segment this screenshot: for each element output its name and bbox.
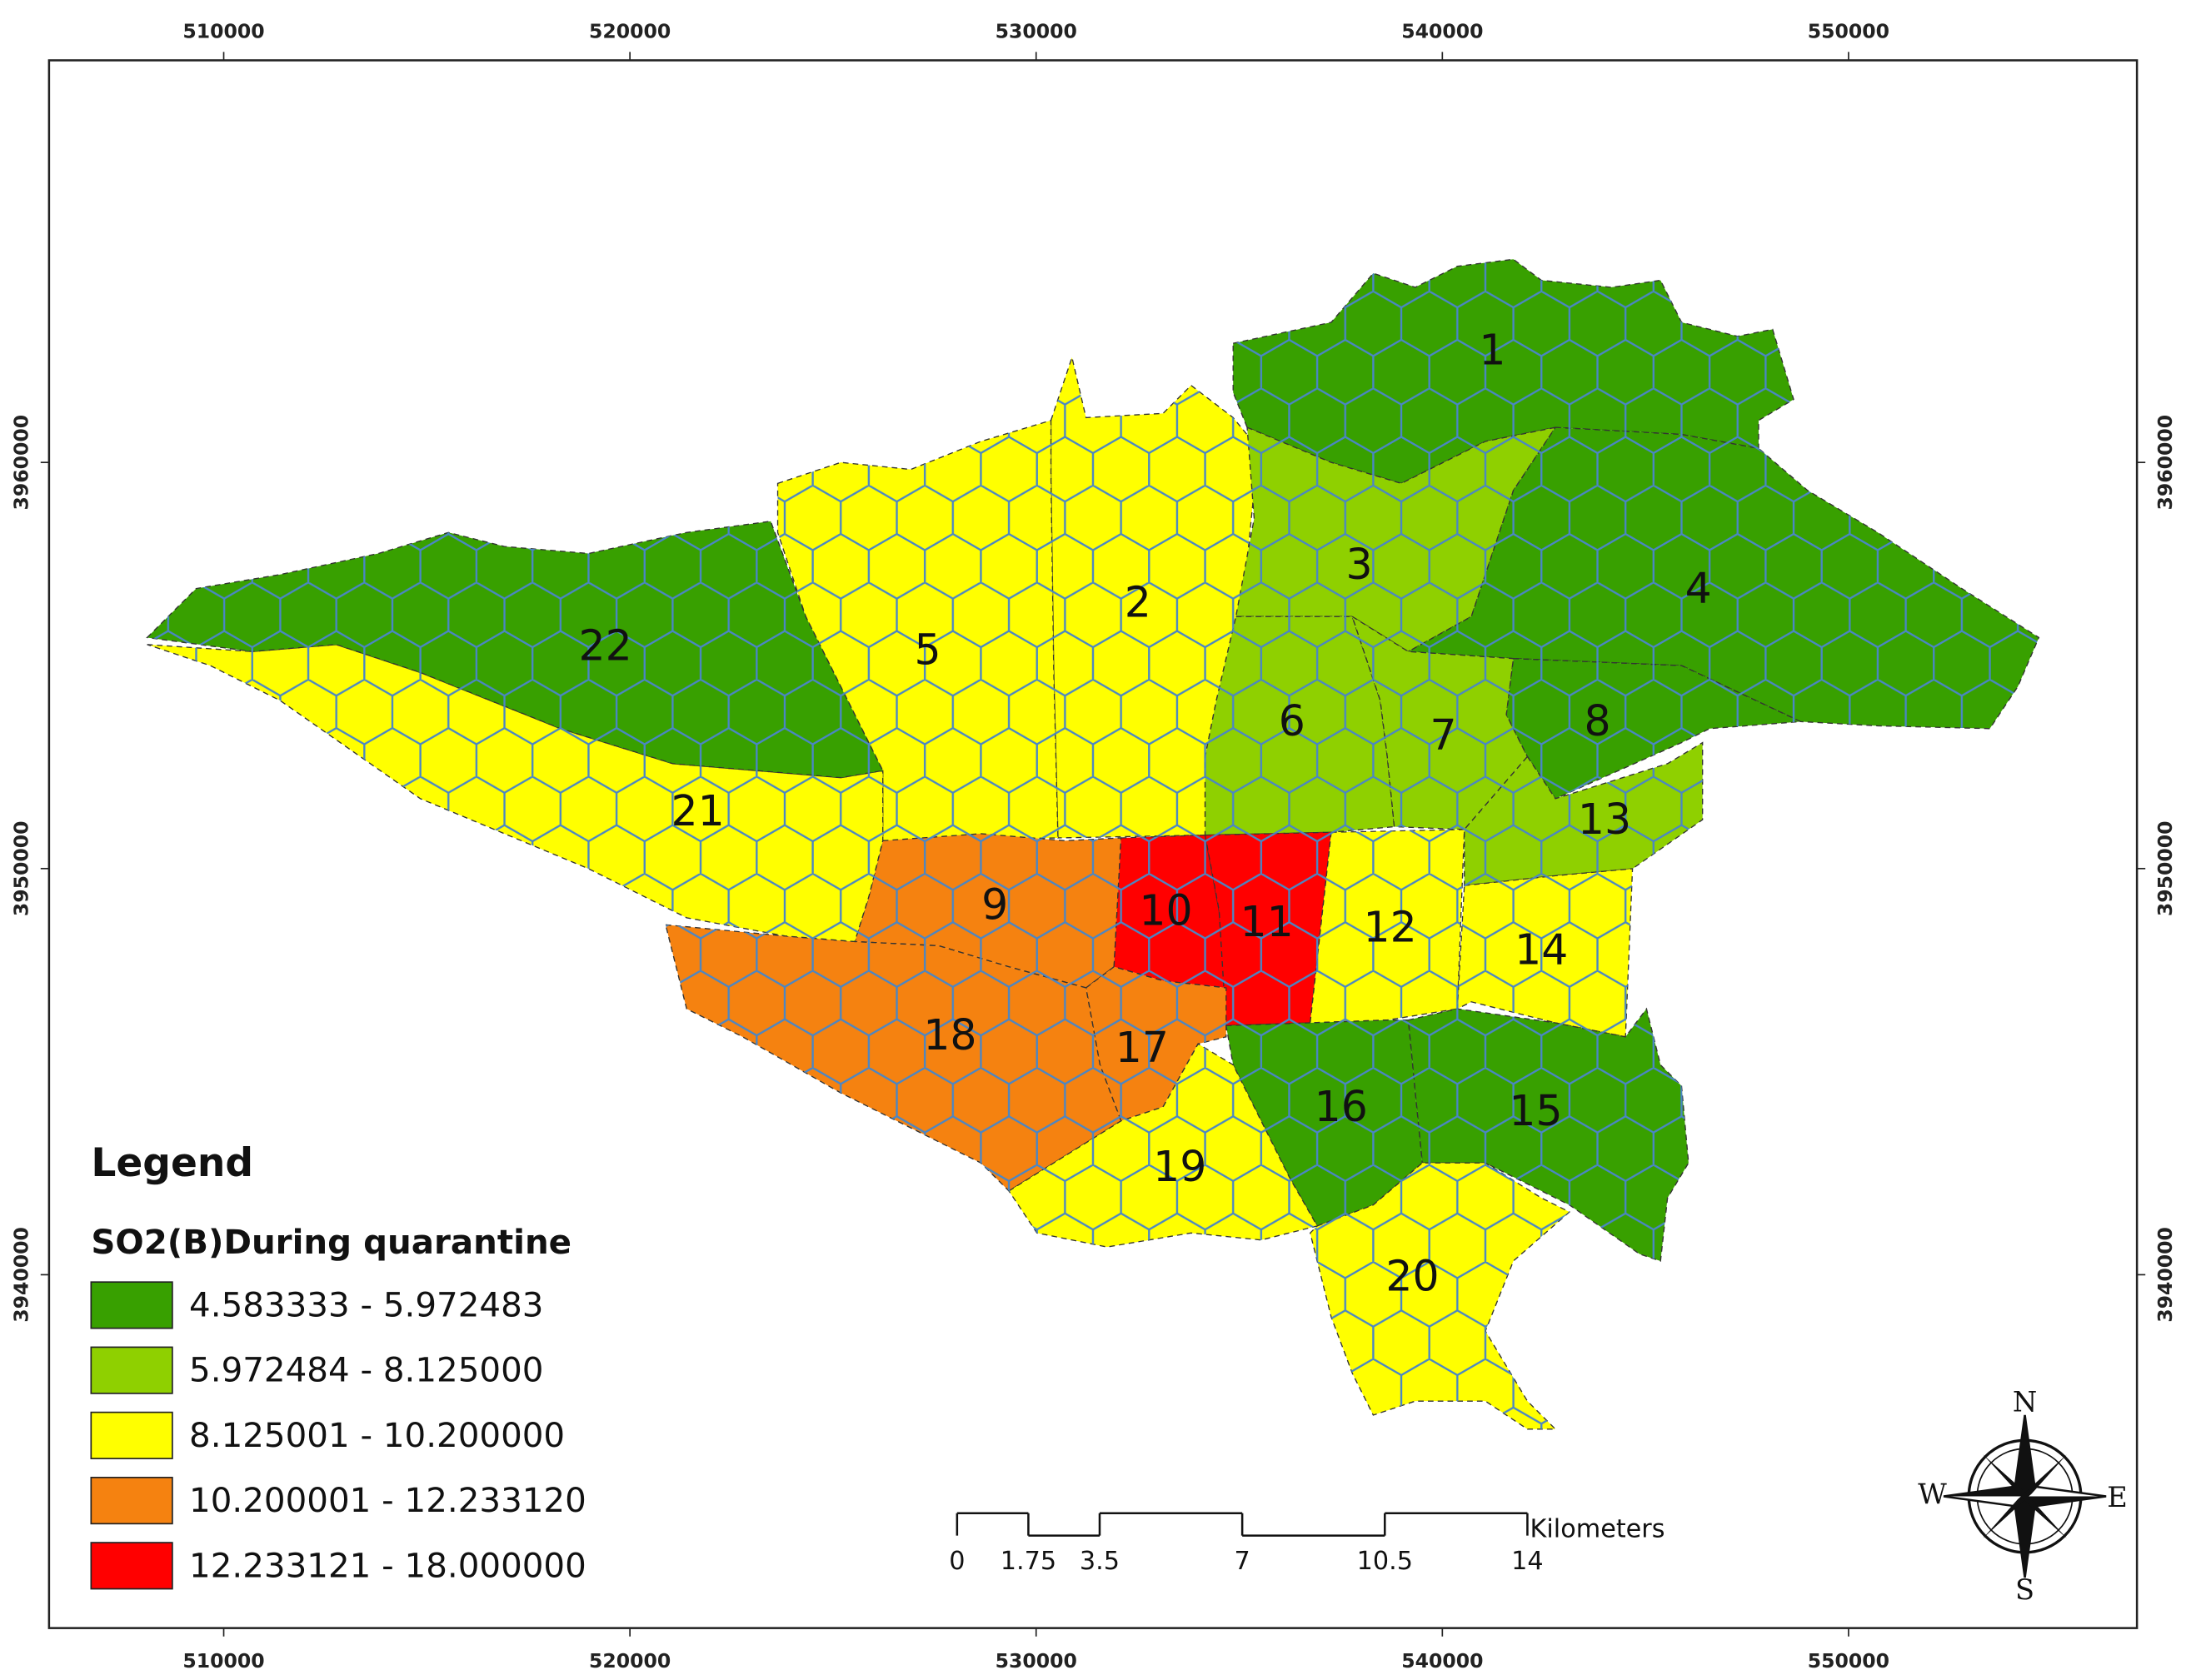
- x-tick-label: 520000: [589, 20, 671, 43]
- x-tick-label: 520000: [589, 1649, 671, 1673]
- district-label: 1: [1479, 325, 1505, 374]
- hex-overlay: [147, 644, 883, 942]
- x-tick-label: 550000: [1808, 1649, 1889, 1673]
- compass: N E S W: [1918, 1386, 2128, 1606]
- district-label: 11: [1240, 897, 1293, 946]
- hex-overlay: [1457, 868, 1633, 1037]
- district-label: 12: [1363, 902, 1416, 951]
- y-tick-label: 3950000: [10, 820, 33, 916]
- x-tick-label: 540000: [1401, 20, 1483, 43]
- legend-label: 12.233121 - 18.000000: [189, 1546, 586, 1585]
- legend-swatch: [90, 1281, 173, 1329]
- x-tick-label: 530000: [996, 1649, 1077, 1673]
- x-tick-label: 510000: [182, 1649, 264, 1673]
- hex-overlay: [855, 833, 1121, 988]
- district-label: 18: [923, 1010, 976, 1059]
- compass-n: N: [2013, 1386, 2037, 1418]
- scale-label: 10.5: [1357, 1547, 1413, 1576]
- legend-swatch: [90, 1411, 173, 1459]
- district-label: 8: [1584, 696, 1610, 745]
- legend-subtitle: SO2(B)During quarantine: [91, 1223, 571, 1262]
- legend-label: 5.972484 - 8.125000: [189, 1351, 543, 1390]
- hex-overlay: [1310, 1163, 1570, 1429]
- legend-label: 4.583333 - 5.972483: [189, 1285, 543, 1324]
- hex-overlay: [1235, 427, 1556, 652]
- hex-overlay: [1051, 357, 1259, 838]
- hex-overlay: [1506, 658, 1801, 799]
- hex-overlay: [665, 925, 1121, 1191]
- y-tick-label: 3950000: [2154, 820, 2177, 916]
- legend-label: 8.125001 - 10.200000: [189, 1416, 565, 1455]
- district-label: 14: [1515, 925, 1568, 974]
- district-label: 15: [1509, 1086, 1562, 1135]
- district-label: 9: [981, 880, 1008, 930]
- scale-label: 3.5: [1080, 1547, 1120, 1576]
- district-label: 7: [1430, 710, 1456, 760]
- y-tick-label: 3940000: [10, 1227, 33, 1323]
- hex-overlay: [1205, 616, 1395, 835]
- hex-overlay: [147, 521, 883, 778]
- hex-overlay: [1352, 616, 1528, 830]
- y-tick-label: 3960000: [10, 415, 33, 511]
- y-tick-label: 3940000: [2154, 1227, 2177, 1323]
- x-tick-label: 530000: [996, 20, 1077, 43]
- hex-overlay: [1408, 427, 2039, 729]
- district-label: 6: [1279, 696, 1305, 745]
- compass-star: [1983, 1454, 2068, 1539]
- y-tick-label: 3960000: [2154, 415, 2177, 511]
- scale-label: 1.75: [1001, 1547, 1056, 1576]
- hex-overlay: [777, 420, 1058, 841]
- hex-overlay: [1408, 1009, 1689, 1261]
- x-tick-label: 550000: [1808, 20, 1889, 43]
- district-label: 21: [671, 786, 725, 835]
- district-label: 5: [914, 625, 941, 674]
- legend-swatch: [90, 1476, 173, 1525]
- compass-e: E: [2107, 1481, 2128, 1513]
- district-label: 10: [1139, 885, 1192, 935]
- x-tick-label: 510000: [182, 20, 264, 43]
- hex-overlay: [1114, 835, 1226, 988]
- district-label: 13: [1578, 795, 1631, 844]
- compass-s: S: [2015, 1573, 2034, 1606]
- district-label: 17: [1115, 1023, 1169, 1072]
- hex-grid: [147, 259, 2039, 1429]
- district-label: 20: [1385, 1251, 1439, 1300]
- hex-overlay: [1086, 966, 1226, 1121]
- district-label: 4: [1685, 563, 1712, 612]
- hex-overlay: [1233, 259, 1794, 484]
- hex-overlay: [1310, 829, 1465, 1024]
- compass-w: W: [1918, 1478, 1947, 1511]
- hex-overlay: [1464, 742, 1703, 886]
- legend-title: Legend: [91, 1140, 253, 1186]
- scale-label: 0: [949, 1547, 965, 1576]
- district-label: 22: [579, 621, 632, 670]
- district-label: 2: [1125, 577, 1151, 626]
- legend-label: 10.200001 - 12.233120: [189, 1481, 586, 1520]
- scale-label: 14: [1511, 1547, 1544, 1576]
- hex-overlay: [1225, 1019, 1423, 1226]
- hex-overlay: [1009, 1044, 1318, 1248]
- x-tick-label: 540000: [1401, 1649, 1483, 1673]
- district-label: 3: [1346, 540, 1373, 589]
- legend-swatch: [90, 1346, 173, 1394]
- district-label: 16: [1315, 1082, 1368, 1131]
- district-label: 19: [1153, 1142, 1206, 1191]
- legend-swatch: [90, 1542, 173, 1590]
- scale-label: 7: [1235, 1547, 1250, 1576]
- scale-unit: Kilometers: [1530, 1514, 1665, 1543]
- hex-overlay: [1205, 832, 1331, 1026]
